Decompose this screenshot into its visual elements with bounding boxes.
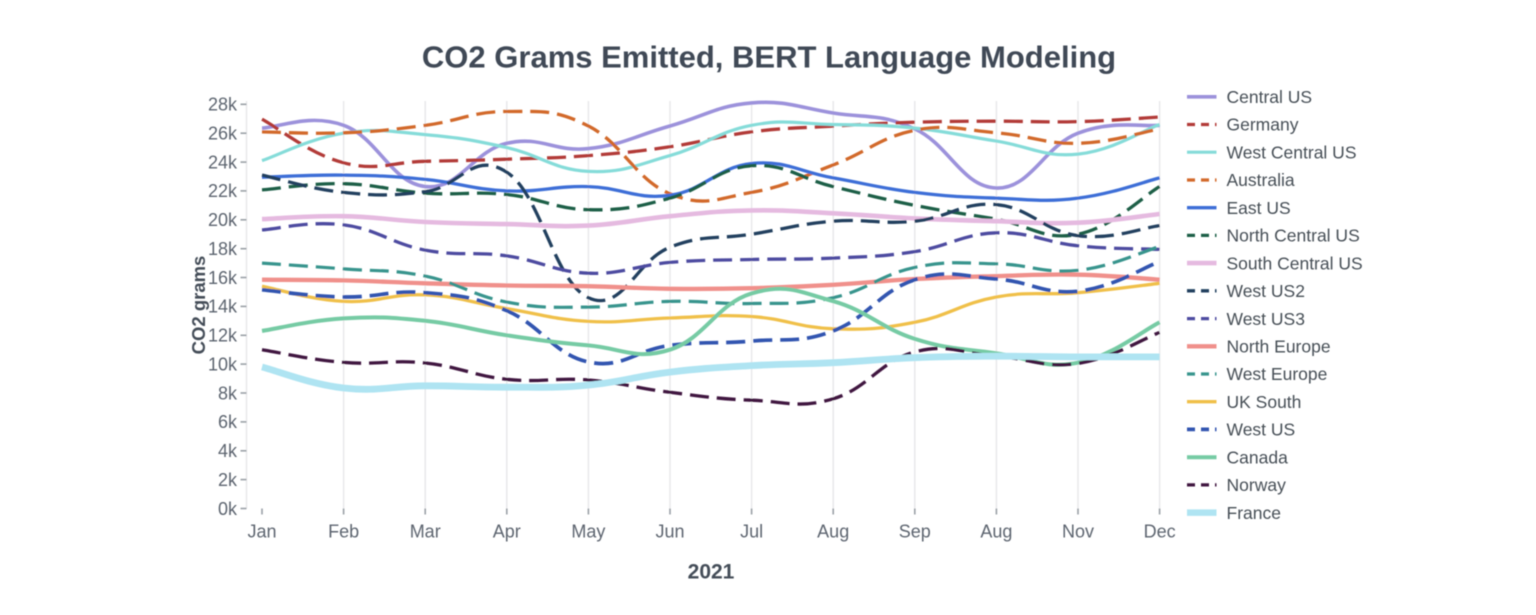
svg-text:Nov: Nov: [1062, 522, 1094, 542]
svg-text:0k: 0k: [218, 499, 238, 519]
svg-text:North Europe: North Europe: [1227, 337, 1331, 357]
svg-text:Germany: Germany: [1227, 115, 1299, 135]
svg-text:East US: East US: [1227, 198, 1291, 218]
svg-text:Jul: Jul: [740, 522, 763, 542]
svg-text:Apr: Apr: [493, 522, 521, 542]
svg-text:CO2 grams: CO2 grams: [188, 256, 209, 355]
svg-text:West US2: West US2: [1227, 281, 1305, 301]
svg-text:Jun: Jun: [655, 522, 684, 542]
svg-text:6k: 6k: [218, 412, 238, 432]
svg-text:North Central US: North Central US: [1227, 226, 1360, 246]
svg-text:Central US: Central US: [1227, 87, 1313, 107]
svg-text:Dec: Dec: [1144, 522, 1176, 542]
svg-text:10k: 10k: [208, 354, 238, 374]
svg-text:20k: 20k: [208, 210, 238, 230]
svg-text:Feb: Feb: [328, 522, 359, 542]
svg-text:France: France: [1227, 503, 1281, 523]
svg-text:16k: 16k: [208, 268, 238, 288]
svg-text:12k: 12k: [208, 326, 238, 346]
svg-text:26k: 26k: [208, 124, 238, 144]
svg-text:22k: 22k: [208, 181, 238, 201]
svg-text:CO2 Grams Emitted, BERT Langua: CO2 Grams Emitted, BERT Language Modelin…: [422, 40, 1116, 75]
svg-text:18k: 18k: [208, 239, 238, 259]
svg-text:24k: 24k: [208, 152, 238, 172]
svg-text:Aug: Aug: [817, 522, 849, 542]
svg-text:2k: 2k: [218, 470, 238, 490]
svg-text:UK South: UK South: [1227, 392, 1302, 412]
svg-text:Norway: Norway: [1227, 475, 1287, 495]
svg-text:28k: 28k: [208, 95, 238, 115]
svg-text:West US: West US: [1227, 420, 1296, 440]
svg-text:South Central US: South Central US: [1227, 253, 1363, 273]
svg-text:West Europe: West Europe: [1227, 364, 1328, 384]
svg-text:West US3: West US3: [1227, 309, 1305, 329]
svg-text:May: May: [571, 522, 605, 542]
svg-text:Sep: Sep: [899, 522, 931, 542]
svg-text:Australia: Australia: [1227, 170, 1295, 190]
svg-text:8k: 8k: [218, 383, 238, 403]
svg-text:Aug: Aug: [980, 522, 1012, 542]
svg-text:Jan: Jan: [247, 522, 276, 542]
svg-text:Canada: Canada: [1227, 447, 1289, 467]
svg-text:West Central US: West Central US: [1227, 142, 1357, 162]
svg-text:2021: 2021: [688, 561, 735, 584]
svg-text:Mar: Mar: [410, 522, 441, 542]
svg-text:4k: 4k: [218, 441, 238, 461]
svg-text:14k: 14k: [208, 297, 238, 317]
